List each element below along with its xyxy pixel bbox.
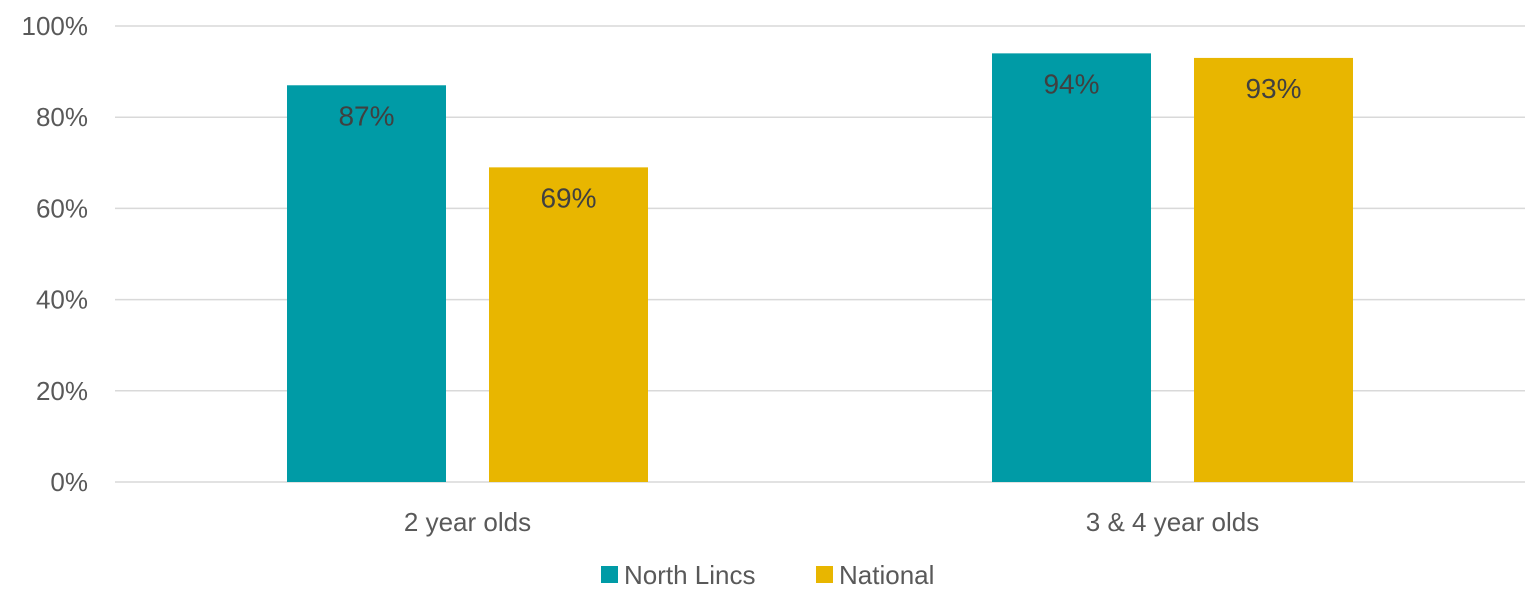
legend-label: North Lincs [624, 560, 756, 590]
bar-national [489, 167, 648, 483]
bar-north-lincs [992, 53, 1151, 483]
legend-swatch [816, 566, 833, 583]
y-tick-label: 60% [36, 193, 88, 223]
data-labels: 87% 69% 94% 93% [338, 68, 1301, 213]
bar-national [1194, 57, 1353, 483]
data-label: 69% [540, 182, 596, 213]
x-category-label: 2 year olds [404, 507, 531, 537]
legend: North Lincs National [601, 560, 934, 590]
data-label: 94% [1043, 68, 1099, 99]
legend-swatch [601, 566, 618, 583]
y-tick-label: 20% [36, 376, 88, 406]
y-axis: 0% 20% 40% 60% 80% 100% [22, 11, 89, 497]
data-label: 87% [338, 100, 394, 131]
x-axis: 2 year olds 3 & 4 year olds [404, 507, 1259, 537]
bar-north-lincs [287, 85, 446, 482]
legend-label: National [839, 560, 934, 590]
data-label: 93% [1245, 73, 1301, 104]
y-tick-label: 0% [50, 467, 88, 497]
bars [287, 53, 1353, 483]
y-tick-label: 80% [36, 102, 88, 132]
y-tick-label: 40% [36, 285, 88, 315]
y-tick-label: 100% [22, 11, 89, 41]
x-category-label: 3 & 4 year olds [1086, 507, 1259, 537]
